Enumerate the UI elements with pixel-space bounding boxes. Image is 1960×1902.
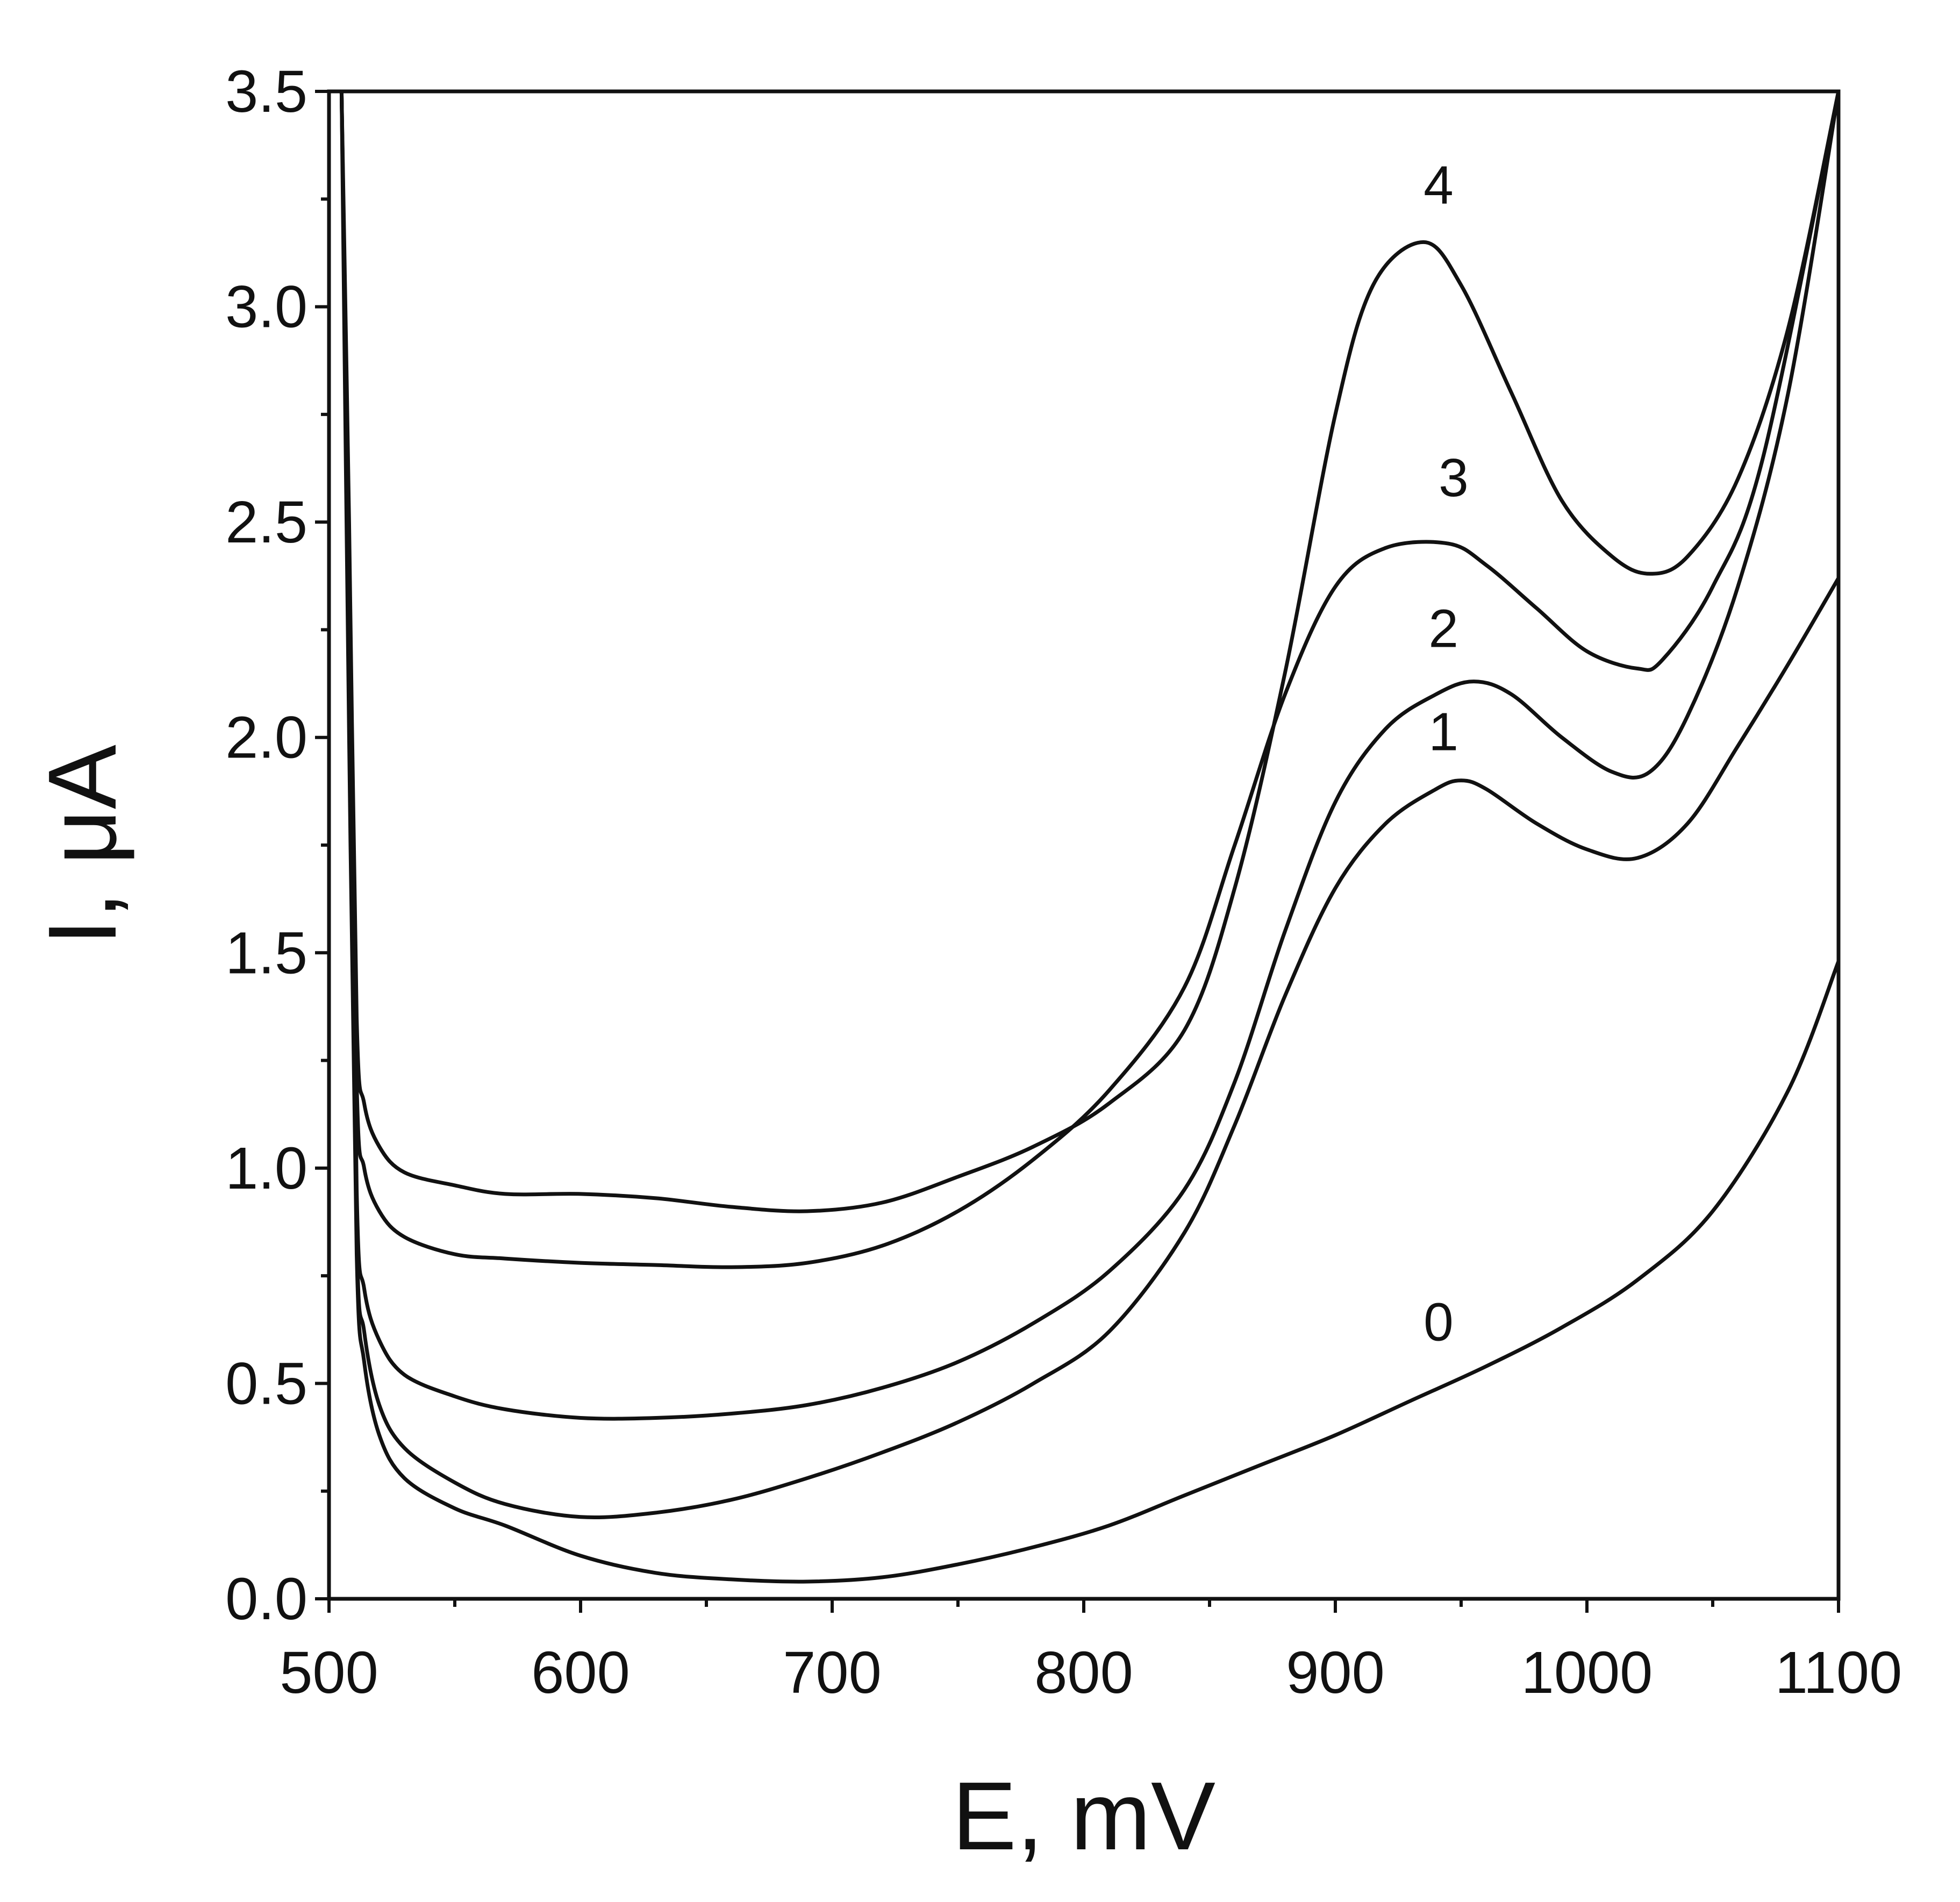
- curve-label-2: 2: [1428, 598, 1458, 659]
- x-tick-label: 900: [1286, 1640, 1385, 1706]
- series-lines: [339, 89, 1841, 1584]
- x-tick-label: 1100: [1775, 1640, 1902, 1706]
- tick-labels: 500 600 700 800 900 1000 1100 0.0 0.5 1.0 1.5 2.0 2.…: [225, 59, 1902, 1706]
- series-line-2: [339, 89, 1841, 1421]
- y-tick-label: 3.0: [225, 274, 307, 340]
- x-tick-label: 500: [280, 1640, 378, 1706]
- curve-label-1: 1: [1428, 702, 1458, 762]
- curve-label-0: 0: [1423, 1292, 1454, 1352]
- axis-ticks: [315, 90, 1840, 1613]
- series-line-4: [339, 89, 1841, 1213]
- x-tick-label: 600: [531, 1640, 630, 1706]
- series-line-1: [339, 89, 1841, 1520]
- y-tick-label: 1.0: [225, 1135, 307, 1202]
- y-axis-title: I, μA: [28, 745, 137, 946]
- y-tick-label: 0.5: [225, 1350, 307, 1417]
- y-tick-label: 2.5: [225, 489, 307, 555]
- curve-labels: 0 1 2 3 4: [1423, 155, 1469, 1352]
- curve-label-3: 3: [1439, 448, 1469, 508]
- y-tick-label: 2.0: [225, 705, 307, 771]
- plot-frame: [327, 89, 1841, 1601]
- x-axis-title: E, mV: [952, 1762, 1215, 1870]
- x-tick-label: 1000: [1521, 1640, 1653, 1706]
- series-line-3: [339, 89, 1841, 1269]
- x-tick-label: 800: [1034, 1640, 1133, 1706]
- x-tick-label: 700: [783, 1640, 882, 1706]
- y-tick-label: 0.0: [225, 1566, 307, 1632]
- y-tick-label: 1.5: [225, 920, 307, 986]
- y-tick-label: 3.5: [225, 59, 307, 125]
- series-line-0: [339, 89, 1841, 1584]
- curve-label-4: 4: [1423, 155, 1454, 215]
